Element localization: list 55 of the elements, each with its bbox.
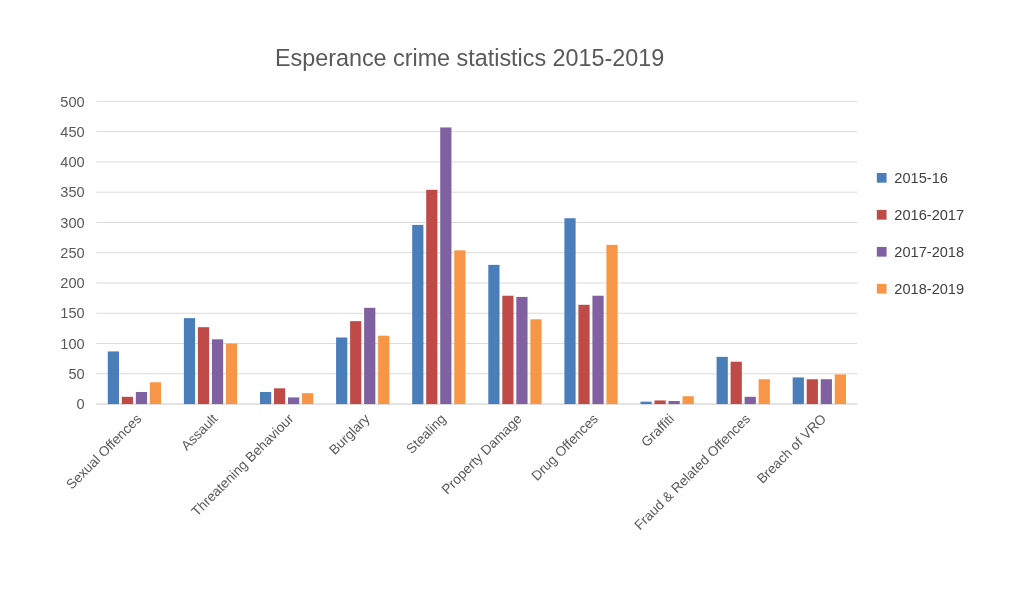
bar <box>302 393 314 405</box>
bar <box>183 318 196 405</box>
bar <box>426 189 438 405</box>
bar <box>606 244 618 405</box>
bar <box>274 388 286 405</box>
y-tick-label: 350 <box>60 184 85 201</box>
y-tick-label: 450 <box>60 123 85 140</box>
bar <box>564 218 576 405</box>
bar <box>716 356 728 405</box>
bar <box>350 321 362 405</box>
bar <box>530 319 542 405</box>
bar <box>225 343 238 405</box>
bar <box>197 327 210 405</box>
bar <box>149 382 162 405</box>
y-tick-label: 400 <box>60 154 85 171</box>
bar <box>792 377 804 405</box>
y-tick-label: 500 <box>60 93 85 110</box>
bar <box>107 351 119 405</box>
y-tick-label: 200 <box>60 275 85 292</box>
bar <box>682 396 694 405</box>
bar <box>364 307 376 405</box>
y-tick-label: 0 <box>76 396 85 413</box>
bar <box>211 339 224 405</box>
legend-label: 2015-16 <box>894 169 948 186</box>
legend-label: 2018-2019 <box>894 280 965 297</box>
bar <box>758 379 770 405</box>
bar <box>668 401 680 405</box>
bar <box>578 304 590 405</box>
chart-title: Esperance crime statistics 2015-2019 <box>274 45 665 72</box>
bar <box>259 391 272 405</box>
bar <box>502 295 514 405</box>
bar <box>744 396 756 405</box>
bar <box>730 361 742 405</box>
bar <box>412 224 424 405</box>
bar <box>834 374 846 405</box>
y-tick-label: 250 <box>60 244 85 261</box>
bar <box>336 337 348 405</box>
y-tick-label: 100 <box>60 335 85 352</box>
bar <box>288 397 300 405</box>
bar <box>820 379 832 405</box>
bar <box>135 391 148 405</box>
y-tick-label: 300 <box>60 214 85 231</box>
y-tick-label: 150 <box>60 305 85 322</box>
bar <box>488 264 500 405</box>
bar <box>654 400 666 405</box>
y-tick-label: 50 <box>68 365 85 382</box>
bar <box>516 296 528 405</box>
legend-label: 2017-2018 <box>894 243 965 260</box>
bar <box>806 379 818 405</box>
bar <box>440 127 452 405</box>
bar <box>121 396 134 405</box>
bar <box>592 295 604 405</box>
bar <box>454 250 466 405</box>
bar <box>378 335 390 405</box>
legend-label: 2016-2017 <box>894 206 965 223</box>
